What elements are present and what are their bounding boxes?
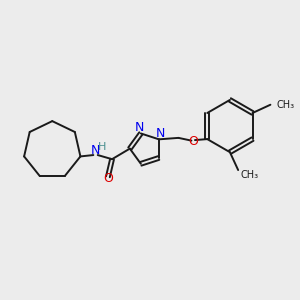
- Text: N: N: [135, 121, 144, 134]
- Text: O: O: [103, 172, 113, 185]
- Text: O: O: [188, 135, 198, 148]
- Text: N: N: [155, 127, 165, 140]
- Text: N: N: [91, 144, 100, 157]
- Text: CH₃: CH₃: [277, 100, 295, 110]
- Text: H: H: [98, 142, 106, 152]
- Text: CH₃: CH₃: [240, 170, 259, 180]
